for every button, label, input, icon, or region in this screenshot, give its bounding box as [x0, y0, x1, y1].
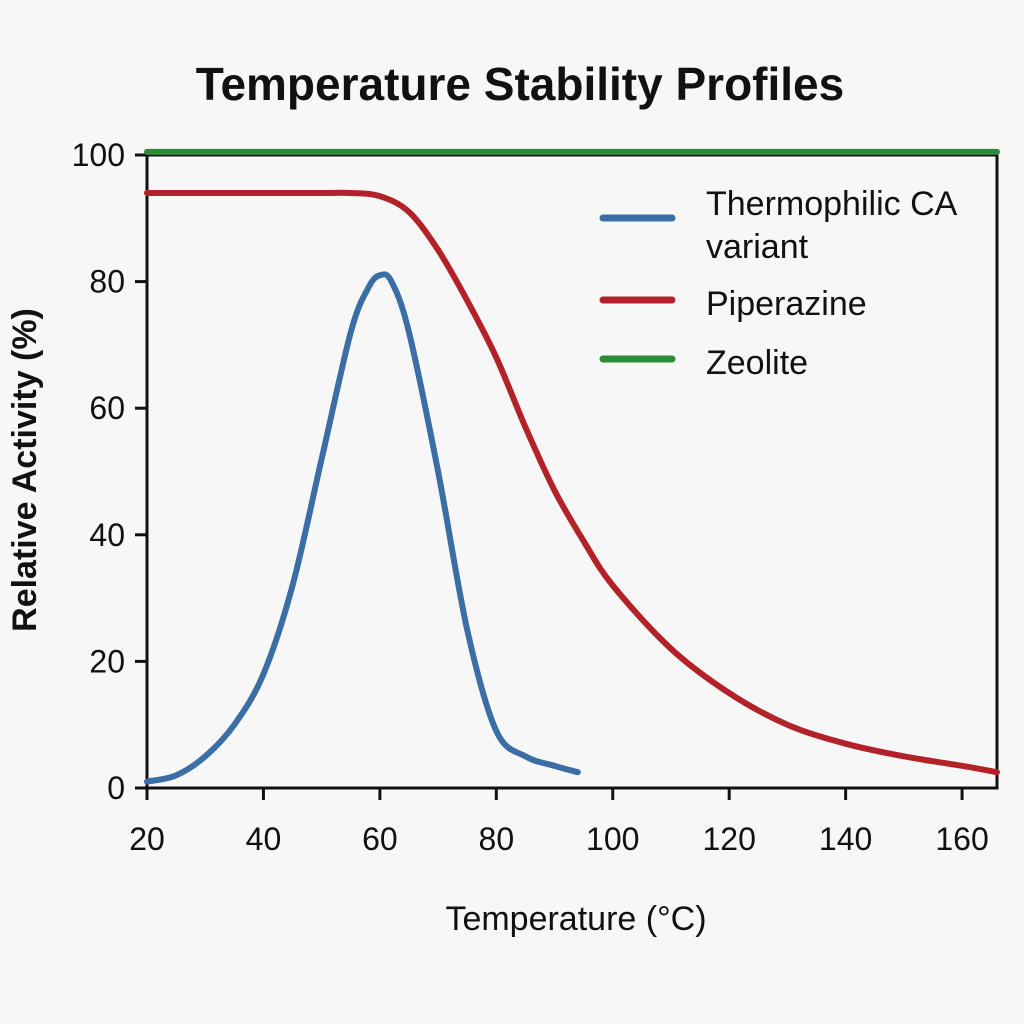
x-tick-label: 20	[129, 821, 165, 857]
legend: Thermophilic CA variant Piperazine Zeolite	[599, 185, 958, 382]
legend-label-3: Zeolite	[706, 344, 808, 382]
x-tick-label: 100	[586, 821, 639, 857]
axes-frame	[145, 153, 999, 790]
y-axis-title: Relative Activity (%)	[6, 308, 44, 632]
y-tick-label: 40	[89, 517, 125, 553]
chart-title: Temperature Stability Profiles	[196, 58, 844, 110]
legend-label-1: Thermophilic CA variant	[706, 185, 958, 266]
series-line-2	[144, 189, 1000, 776]
x-tick-label: 140	[819, 821, 872, 857]
x-tick-label: 40	[246, 821, 282, 857]
y-tick-label: 60	[89, 390, 125, 426]
x-tick-label: 120	[702, 821, 755, 857]
x-axis-title: Temperature (°C)	[445, 900, 706, 938]
y-tick-label: 20	[89, 643, 125, 679]
y-tick-label: 0	[107, 770, 125, 806]
series-line-1	[144, 271, 581, 785]
x-tick-label: 60	[362, 821, 398, 857]
legend-label-2: Piperazine	[706, 285, 867, 323]
y-tick-label: 100	[72, 137, 125, 173]
x-tick-label: 160	[935, 821, 988, 857]
y-tick-label: 80	[89, 264, 125, 300]
x-tick-label: 80	[479, 821, 515, 857]
